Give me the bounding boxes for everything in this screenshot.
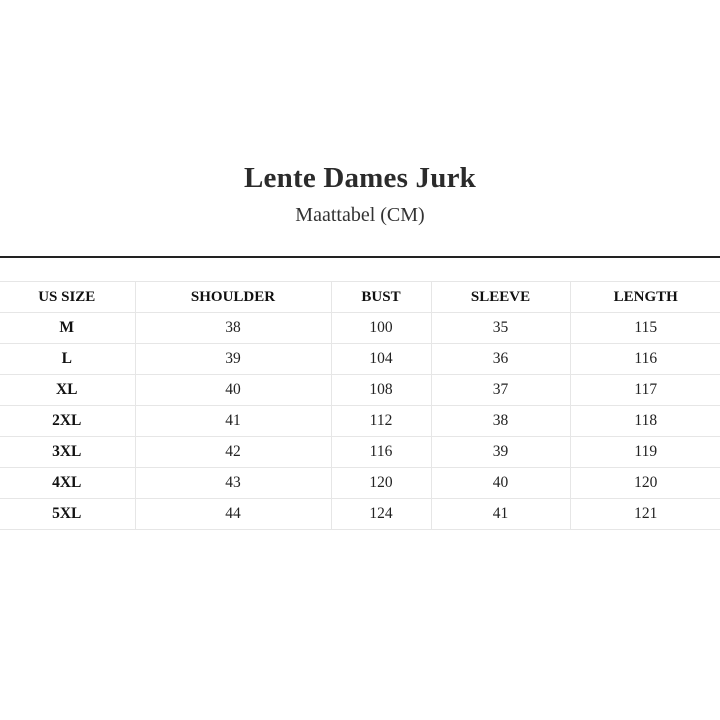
value-cell: 112	[330, 405, 432, 437]
value-cell: 36	[430, 343, 571, 375]
table-row: 2XL 41 112 38 118	[0, 405, 720, 437]
value-cell: 42	[134, 436, 332, 468]
size-chart-table: US SIZE SHOULDER BUST SLEEVE LENGTH M 38 100 35…	[0, 281, 720, 530]
column-header: SHOULDER	[134, 281, 332, 313]
size-cell: 5XL	[0, 498, 136, 530]
table-row: 3XL 42 116 39 119	[0, 436, 720, 468]
value-cell: 38	[134, 312, 332, 344]
value-cell: 116	[569, 343, 720, 375]
value-cell: 41	[430, 498, 571, 530]
value-cell: 37	[430, 374, 571, 406]
table-row: XL 40 108 37 117	[0, 374, 720, 406]
size-cell: 4XL	[0, 467, 136, 499]
size-cell: L	[0, 343, 136, 375]
value-cell: 39	[430, 436, 571, 468]
value-cell: 124	[330, 498, 432, 530]
divider	[0, 256, 720, 258]
value-cell: 41	[134, 405, 332, 437]
page-subtitle: Maattabel (CM)	[295, 204, 425, 226]
page-title: Lente Dames Jurk	[244, 162, 476, 194]
table-row: M 38 100 35 115	[0, 312, 720, 344]
value-cell: 119	[569, 436, 720, 468]
value-cell: 120	[569, 467, 720, 499]
value-cell: 43	[134, 467, 332, 499]
column-header: US SIZE	[0, 281, 136, 313]
value-cell: 35	[430, 312, 571, 344]
column-header: LENGTH	[569, 281, 720, 313]
value-cell: 104	[330, 343, 432, 375]
size-cell: 2XL	[0, 405, 136, 437]
value-cell: 38	[430, 405, 571, 437]
table-row: 5XL 44 124 41 121	[0, 498, 720, 530]
column-header: SLEEVE	[430, 281, 571, 313]
size-cell: XL	[0, 374, 136, 406]
value-cell: 121	[569, 498, 720, 530]
value-cell: 115	[569, 312, 720, 344]
value-cell: 40	[430, 467, 571, 499]
table-row: L 39 104 36 116	[0, 343, 720, 375]
value-cell: 100	[330, 312, 432, 344]
value-cell: 118	[569, 405, 720, 437]
value-cell: 117	[569, 374, 720, 406]
size-cell: 3XL	[0, 436, 136, 468]
value-cell: 120	[330, 467, 432, 499]
value-cell: 39	[134, 343, 332, 375]
value-cell: 108	[330, 374, 432, 406]
column-header: BUST	[330, 281, 432, 313]
table-row: 4XL 43 120 40 120	[0, 467, 720, 499]
value-cell: 44	[134, 498, 332, 530]
size-cell: M	[0, 312, 136, 344]
table-header-row: US SIZE SHOULDER BUST SLEEVE LENGTH	[0, 281, 720, 313]
value-cell: 116	[330, 436, 432, 468]
value-cell: 40	[134, 374, 332, 406]
